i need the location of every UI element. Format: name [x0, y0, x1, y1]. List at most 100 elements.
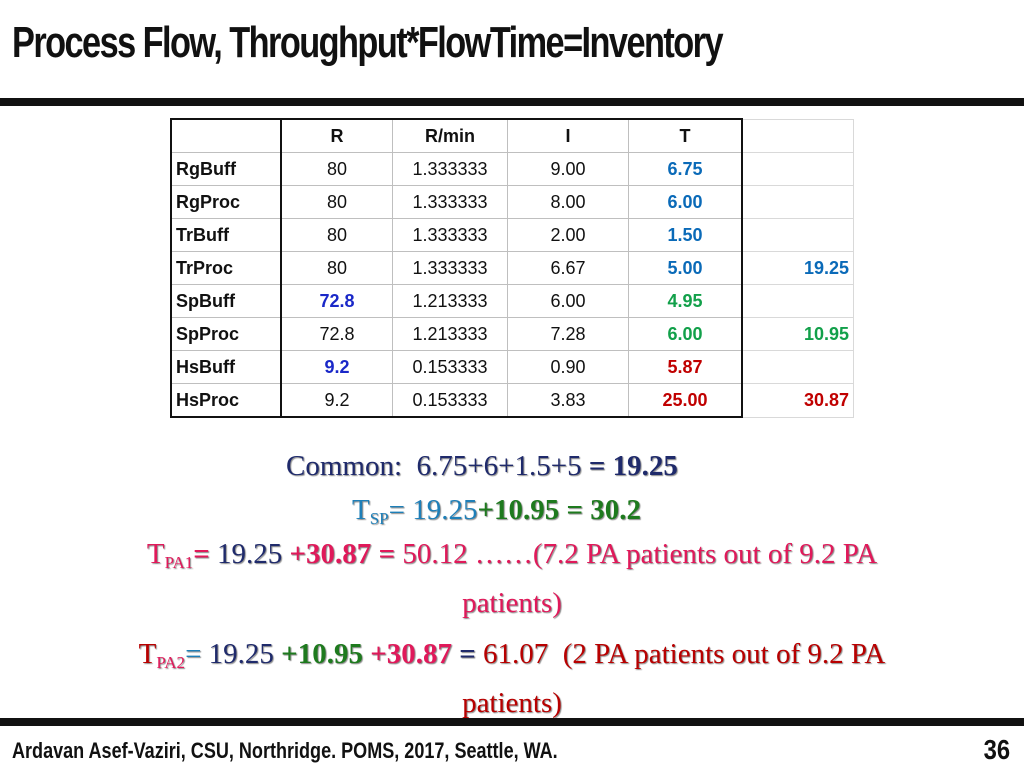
table-row: SpBuff 72.8 1.213333 6.00 4.95	[170, 284, 854, 318]
row-label: RgProc	[170, 185, 282, 219]
eq3-a: 19.25	[217, 538, 283, 570]
header-cell: T	[628, 118, 743, 153]
row-label: TrProc	[170, 251, 282, 285]
eq3-eq2: =	[378, 538, 396, 570]
row-label: HsProc	[170, 383, 282, 418]
eq4-eq2: =	[459, 638, 476, 670]
table-row: TrProc 80 1.333333 6.67 5.00 19.25	[170, 251, 854, 285]
eq2-a: 19.25	[412, 494, 478, 526]
eq3-eq: =	[193, 538, 210, 570]
eq4-result: 61.07	[483, 638, 549, 670]
cell-r: 80	[280, 185, 393, 219]
page-title: Process Flow, Throughput*FlowTime=Invent…	[12, 18, 724, 67]
cell-sum: 10.95	[741, 317, 854, 351]
row-label: SpBuff	[170, 284, 282, 318]
eq1-expr: 6.75+6+1.5+5	[416, 450, 582, 482]
cell-i: 9.00	[507, 152, 629, 186]
eq3-sub: PA1	[164, 553, 194, 572]
eq1-label: Common:	[286, 450, 403, 482]
cell-rmin: 1.213333	[392, 317, 508, 351]
cell-rmin: 1.333333	[392, 218, 508, 252]
eq4-note2: patients)	[462, 687, 562, 719]
eq4-a: 19.25	[208, 638, 274, 670]
top-divider	[0, 98, 1024, 106]
eq2-sub: SP	[369, 509, 389, 528]
cell-sum	[741, 284, 854, 318]
cell-sum	[741, 152, 854, 186]
eq4-c: +30.87	[370, 638, 452, 670]
cell-r: 80	[280, 218, 393, 252]
eq3-note2: patients)	[462, 587, 562, 619]
eq3-note: ……(7.2 PA patients out of 9.2 PA	[474, 538, 878, 570]
equation-common: Common: 6.75+6+1.5+5 = 19.25	[286, 450, 678, 483]
cell-i: 6.00	[507, 284, 629, 318]
cell-sum	[741, 218, 854, 252]
cell-r: 72.8	[280, 284, 393, 318]
cell-r: 80	[280, 152, 393, 186]
eq2-eq: =	[388, 494, 405, 526]
cell-r: 80	[280, 251, 393, 285]
footer-credit: Ardavan Asef-Vaziri, CSU, Northridge. PO…	[12, 738, 558, 763]
eq2-result: = 30.2	[566, 494, 642, 526]
eq1-result: = 19.25	[588, 450, 678, 482]
cell-sum: 19.25	[741, 251, 854, 285]
table-row: RgProc 80 1.333333 8.00 6.00	[170, 185, 854, 219]
eq3-b: +30.87	[289, 538, 372, 570]
cell-i: 8.00	[507, 185, 629, 219]
equation-tpa2: TPA2= 19.25 +10.95 +30.87 = 61.07 (2 PA …	[40, 634, 984, 723]
cell-t: 6.00	[628, 317, 743, 351]
cell-r: 9.2	[280, 350, 393, 384]
eq4-note: (2 PA patients out of 9.2 PA	[562, 638, 886, 670]
cell-r: 72.8	[280, 317, 393, 351]
equation-tpa1: TPA1= 19.25 +30.87 = 50.12 ……(7.2 PA pat…	[40, 534, 984, 623]
header-cell: R/min	[392, 118, 508, 153]
row-label: HsBuff	[170, 350, 282, 384]
eq2-b: +10.95	[477, 494, 560, 526]
row-label: RgBuff	[170, 152, 282, 186]
cell-r: 9.2	[280, 383, 393, 418]
eq2-t: T	[352, 494, 370, 526]
cell-rmin: 0.153333	[392, 350, 508, 384]
cell-sum	[741, 185, 854, 219]
eq3-t: T	[146, 538, 165, 570]
page-number: 36	[983, 734, 1010, 765]
cell-rmin: 1.333333	[392, 185, 508, 219]
table-header-row: R R/min I T	[170, 118, 854, 153]
cell-t: 6.00	[628, 185, 743, 219]
cell-t: 4.95	[628, 284, 743, 318]
cell-t: 1.50	[628, 218, 743, 252]
cell-i: 7.28	[507, 317, 629, 351]
cell-rmin: 1.333333	[392, 251, 508, 285]
cell-rmin: 0.153333	[392, 383, 508, 418]
table-row: RgBuff 80 1.333333 9.00 6.75	[170, 152, 854, 186]
eq4-b: +10.95	[281, 638, 363, 670]
eq3-result: 50.12	[402, 538, 468, 570]
cell-t: 5.00	[628, 251, 743, 285]
eq4-eq: =	[185, 638, 202, 670]
flow-table: R R/min I T RgBuff 80 1.333333 9.00 6.75…	[170, 118, 854, 418]
row-label: TrBuff	[170, 218, 282, 252]
table-row: HsProc 9.2 0.153333 3.83 25.00 30.87	[170, 383, 854, 418]
table-row: SpProc 72.8 1.213333 7.28 6.00 10.95	[170, 317, 854, 351]
cell-i: 0.90	[507, 350, 629, 384]
equation-tsp: TSP= 19.25+10.95 = 30.2	[352, 494, 641, 529]
eq4-sub: PA2	[156, 653, 186, 672]
cell-sum: 30.87	[741, 383, 854, 418]
cell-sum	[741, 350, 854, 384]
eq4-t: T	[138, 638, 157, 670]
cell-t: 6.75	[628, 152, 743, 186]
cell-rmin: 1.333333	[392, 152, 508, 186]
table-row: TrBuff 80 1.333333 2.00 1.50	[170, 218, 854, 252]
row-label: SpProc	[170, 317, 282, 351]
bottom-divider	[0, 718, 1024, 726]
cell-i: 6.67	[507, 251, 629, 285]
header-cell	[741, 118, 854, 153]
header-cell: I	[507, 118, 629, 153]
cell-t: 5.87	[628, 350, 743, 384]
cell-t: 25.00	[628, 383, 743, 418]
cell-i: 3.83	[507, 383, 629, 418]
header-cell	[170, 118, 282, 153]
header-cell: R	[280, 118, 393, 153]
cell-i: 2.00	[507, 218, 629, 252]
cell-rmin: 1.213333	[392, 284, 508, 318]
